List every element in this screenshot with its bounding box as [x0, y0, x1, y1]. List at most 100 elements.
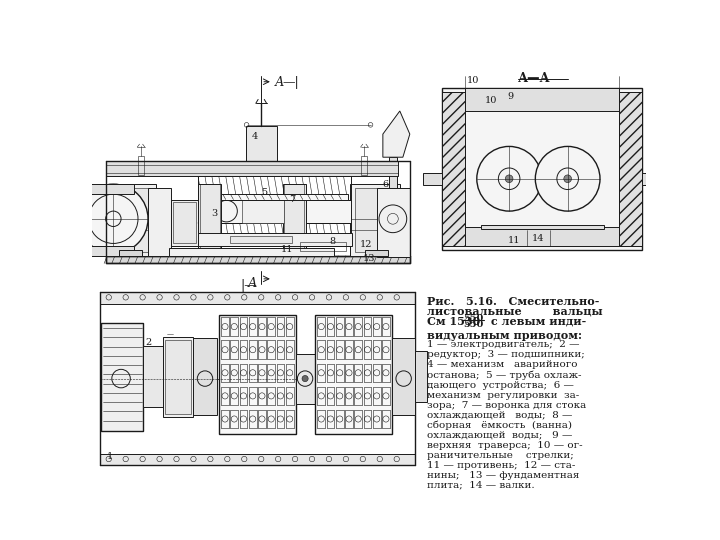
Text: А—А: А—А — [518, 72, 550, 85]
Bar — [283, 184, 306, 253]
Bar — [221, 194, 348, 200]
Text: редуктор;  3 — подшипники;: редуктор; 3 — подшипники; — [427, 350, 585, 360]
Text: раничительные    стрелки;: раничительные стрелки; — [427, 450, 574, 460]
Text: нины;   13 — фундаментная: нины; 13 — фундаментная — [427, 470, 579, 480]
Circle shape — [477, 146, 541, 211]
Text: видуальным приводом:: видуальным приводом: — [427, 330, 582, 341]
Bar — [392, 338, 415, 415]
Circle shape — [535, 146, 600, 211]
Circle shape — [564, 175, 572, 183]
Text: плита;  14 — валки.: плита; 14 — валки. — [427, 481, 534, 490]
Text: зора;  7 — воронка для стока: зора; 7 — воронка для стока — [427, 401, 586, 409]
Bar — [465, 226, 619, 246]
Text: 2: 2 — [145, 338, 152, 347]
Text: А: А — [274, 76, 284, 89]
Bar — [296, 354, 315, 403]
Text: 11: 11 — [508, 236, 520, 245]
Bar — [377, 188, 410, 257]
Bar — [174, 202, 196, 244]
Bar — [300, 242, 346, 251]
Text: с левым инди-: с левым инди- — [487, 316, 586, 327]
Bar — [99, 292, 415, 303]
Text: 550: 550 — [463, 320, 483, 329]
Bar — [246, 126, 276, 161]
Bar — [442, 92, 465, 246]
Text: 12: 12 — [360, 240, 372, 249]
Text: охлаждающей   воды;  8 —: охлаждающей воды; 8 — — [427, 410, 572, 420]
Bar — [138, 156, 144, 175]
Bar — [106, 184, 156, 256]
Bar — [88, 184, 134, 194]
Bar — [101, 323, 143, 430]
Text: А: А — [248, 276, 257, 289]
Bar — [315, 315, 392, 434]
Text: листовальные        вальцы: листовальные вальцы — [427, 306, 603, 317]
Text: 3: 3 — [211, 209, 217, 218]
Bar — [389, 157, 397, 188]
Bar — [168, 248, 334, 256]
Text: дающего  устройства;  6 —: дающего устройства; 6 — — [427, 381, 574, 389]
Text: —: — — [166, 330, 174, 339]
Text: 10: 10 — [485, 96, 497, 105]
Text: 7: 7 — [289, 195, 295, 204]
Text: 4: 4 — [252, 132, 258, 141]
Text: 5: 5 — [261, 188, 267, 197]
Bar — [106, 161, 398, 177]
Bar — [165, 340, 191, 414]
Bar — [101, 323, 143, 430]
Bar — [194, 338, 217, 415]
Bar — [350, 184, 400, 256]
Text: сборная   ёмкость  (ванна): сборная ёмкость (ванна) — [427, 421, 572, 430]
Text: |—: |— — [240, 279, 257, 292]
Bar — [355, 188, 394, 252]
Bar — [642, 173, 662, 185]
Bar — [171, 200, 198, 246]
Bar — [442, 92, 465, 246]
Polygon shape — [383, 111, 410, 157]
Bar — [619, 92, 642, 246]
Text: механизм  регулировки  за-: механизм регулировки за- — [427, 390, 579, 400]
Bar — [361, 156, 367, 175]
Bar — [442, 88, 642, 249]
Text: 8: 8 — [329, 238, 335, 246]
Circle shape — [505, 175, 513, 183]
Bar — [415, 351, 427, 402]
Text: останова;  5 — труба охлаж-: останова; 5 — труба охлаж- — [427, 370, 581, 380]
Bar — [465, 88, 619, 111]
Bar — [148, 188, 171, 256]
Bar — [198, 200, 351, 222]
Text: 1 — электродвигатель;  2 —: 1 — электродвигатель; 2 — — [427, 340, 580, 349]
Text: 6: 6 — [383, 180, 389, 188]
Bar — [230, 236, 292, 244]
Bar — [106, 256, 410, 264]
Bar — [119, 249, 142, 256]
Bar — [198, 222, 351, 246]
Text: Рис.   5.16.   Смесительно-: Рис. 5.16. Смесительно- — [427, 296, 599, 307]
Text: —|: —| — [283, 76, 300, 89]
Text: 11: 11 — [281, 245, 293, 254]
Circle shape — [78, 184, 148, 253]
Bar — [365, 249, 388, 256]
Bar — [143, 346, 163, 408]
Text: 13: 13 — [363, 254, 375, 264]
Bar — [481, 225, 604, 229]
Bar — [198, 184, 221, 253]
Bar — [242, 200, 284, 222]
Bar — [619, 92, 642, 246]
Text: См 1530: См 1530 — [427, 316, 480, 327]
Bar — [163, 336, 194, 417]
Bar — [198, 233, 352, 246]
Text: верхняя  траверса;  10 — ог-: верхняя траверса; 10 — ог- — [427, 441, 582, 450]
Text: 1: 1 — [107, 453, 114, 461]
Text: 10: 10 — [467, 76, 480, 85]
Bar — [198, 177, 351, 200]
Text: 4 — механизм   аварийного: 4 — механизм аварийного — [427, 361, 577, 369]
Bar — [88, 246, 134, 256]
Bar — [219, 315, 296, 434]
Text: 11 — противень;  12 — ста-: 11 — противень; 12 — ста- — [427, 461, 575, 470]
Text: охлаждающей  воды;   9 —: охлаждающей воды; 9 — — [427, 430, 572, 440]
Text: 550: 550 — [463, 314, 483, 322]
Circle shape — [302, 375, 308, 382]
Text: 9: 9 — [508, 92, 514, 101]
Bar — [111, 188, 150, 252]
